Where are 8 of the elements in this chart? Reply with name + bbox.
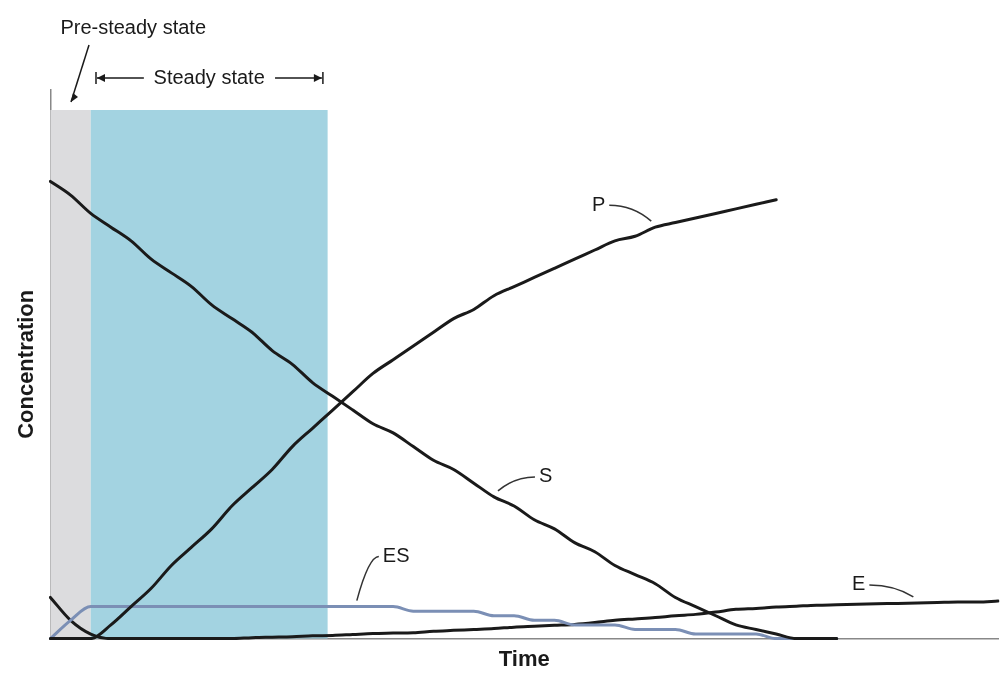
y-axis-title: Concentration [13, 289, 39, 439]
text: Pre-steady state [60, 15, 207, 38]
text: Steady state [153, 65, 265, 88]
x-axis-title: Time [498, 645, 550, 671]
series-label: P [591, 192, 606, 215]
series-label: S [538, 464, 553, 487]
text: ES [382, 544, 410, 567]
series-label: E [852, 572, 866, 595]
